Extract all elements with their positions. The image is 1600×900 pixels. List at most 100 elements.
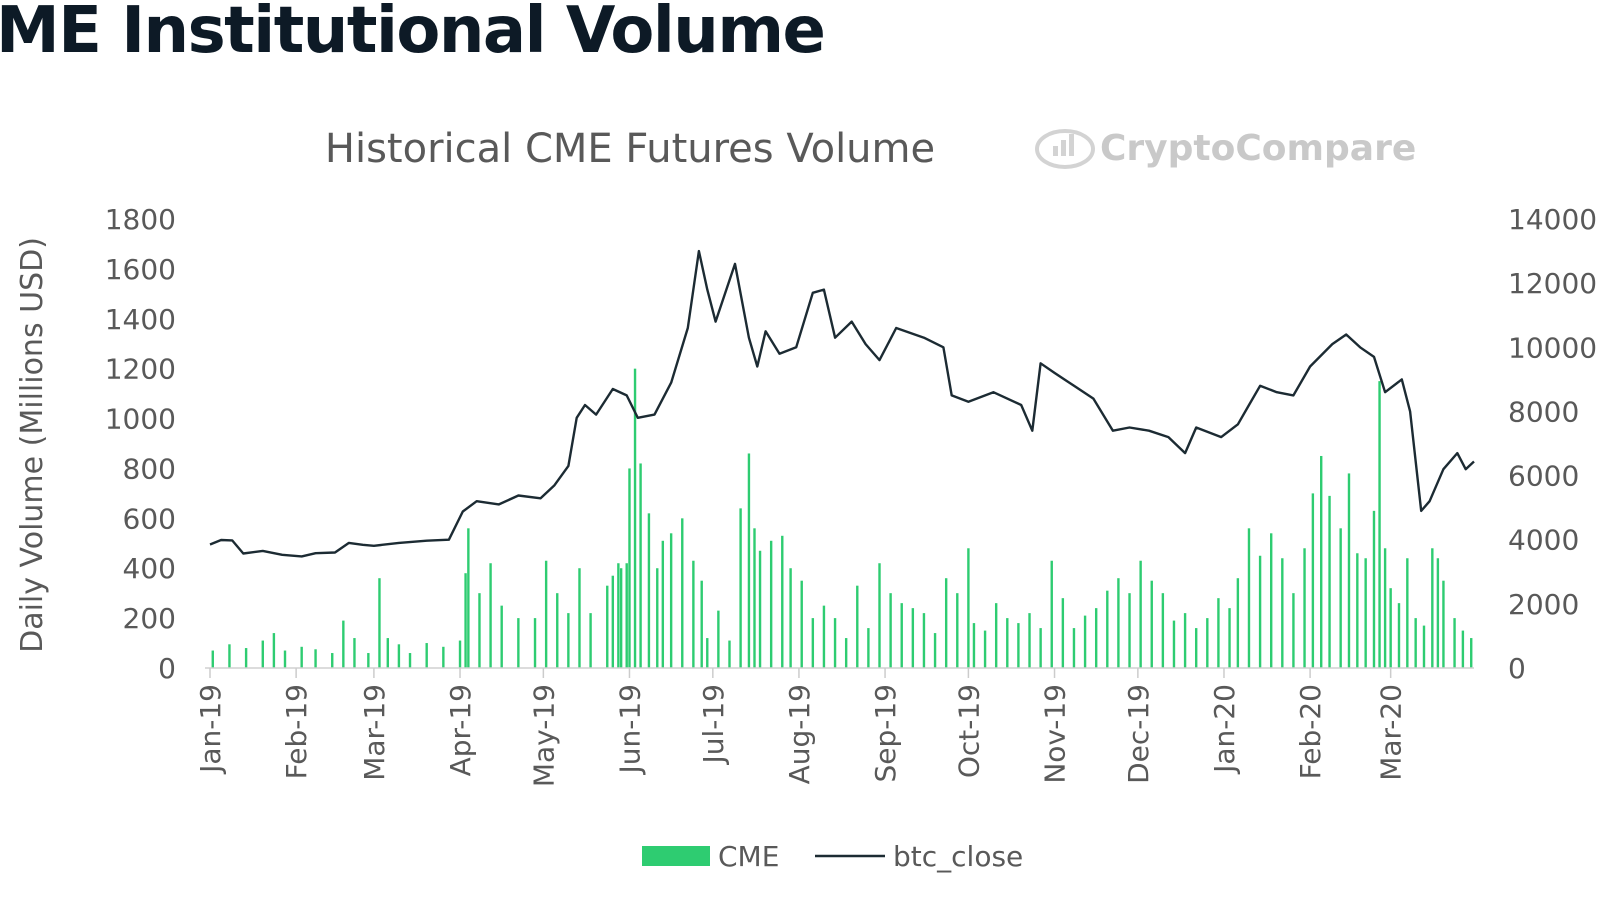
cme-bar [1117, 578, 1120, 668]
cme-bar [811, 618, 815, 668]
cme-bar [1072, 628, 1076, 668]
cme-bar [706, 638, 709, 668]
y-tick-label: 1200 [105, 353, 176, 386]
cryptocompare-watermark: CryptoCompare [1035, 128, 1416, 169]
y-tick-label: 1400 [105, 303, 176, 336]
cme-bar [1378, 381, 1381, 668]
cme-bar [1436, 558, 1440, 668]
y-tick-label: 200 [123, 602, 176, 635]
cme-bar [1406, 558, 1409, 668]
x-tick-label: Nov-19 [1039, 684, 1072, 784]
y2-tick-label: 8000 [1508, 395, 1579, 428]
cme-bar [578, 568, 581, 668]
cme-bar [283, 650, 287, 668]
x-tick-label: Mar-19 [358, 684, 391, 781]
cme-bar [1139, 560, 1142, 668]
cme-bar [1017, 623, 1020, 668]
cme-bar [611, 575, 615, 668]
cme-bar [1356, 553, 1359, 668]
cme-bar [1150, 580, 1153, 668]
y-tick-label: 600 [123, 502, 176, 535]
cme-bar [342, 620, 345, 668]
cme-bar [994, 603, 998, 668]
cme-bar [1383, 548, 1387, 668]
cme-bar [747, 453, 751, 668]
cme-bar [933, 633, 937, 668]
cme-bar [800, 580, 803, 668]
cme-bar [1422, 625, 1426, 668]
cme-bar [789, 568, 792, 668]
chart-title: Historical CME Futures Volume [325, 126, 935, 172]
cme-bar [728, 640, 731, 668]
cme-bar [1050, 560, 1053, 668]
legend-label-cme: CME [718, 840, 779, 873]
y2-tick-label: 4000 [1508, 524, 1579, 557]
cme-bar [458, 640, 462, 668]
cme-bar [1389, 588, 1392, 668]
cme-bar [1161, 593, 1165, 668]
cme-bars [211, 368, 1473, 668]
cme-bar [889, 593, 892, 668]
cme-bar [1217, 598, 1220, 668]
cme-bar [1364, 558, 1367, 668]
cme-bar [1258, 555, 1262, 668]
cme-bar [1320, 455, 1323, 668]
y2-tick-label: 10000 [1508, 331, 1597, 364]
y2-tick-label: 2000 [1508, 588, 1579, 621]
cme-bar [353, 638, 356, 668]
cme-bar [544, 560, 548, 668]
cme-bar [397, 644, 401, 668]
y-tick-label: 800 [123, 452, 176, 485]
cme-bar [1414, 618, 1417, 668]
cme-bar [1236, 578, 1240, 668]
cme-bar [617, 563, 620, 668]
legend-swatch-cme [642, 846, 710, 866]
cme-bar [844, 638, 848, 668]
cme-bar [1039, 628, 1042, 668]
cme-bar [1292, 593, 1295, 668]
cme-bar [1431, 548, 1434, 668]
cme-bar [681, 518, 684, 668]
cme-bar [556, 593, 559, 668]
cme-bar [386, 638, 389, 668]
y-tick-label: 400 [123, 552, 176, 585]
x-tick-label: Feb-19 [280, 684, 313, 779]
cme-bar [1442, 580, 1445, 668]
cme-bar [500, 605, 503, 668]
cme-bar [1247, 528, 1251, 668]
watermark-text: CryptoCompare [1100, 128, 1416, 169]
cme-bar [464, 573, 467, 668]
y-tick-label: 1000 [105, 403, 176, 436]
cme-bar [1461, 630, 1465, 668]
cme-bar [378, 578, 381, 668]
cme-bar [1453, 618, 1456, 668]
cme-bar [628, 468, 631, 668]
cme-bar [833, 618, 837, 668]
cme-bar [300, 646, 303, 668]
x-tick-label: Sep-19 [869, 684, 902, 783]
cme-bar [822, 605, 826, 668]
cme-bar [633, 368, 637, 668]
y-tick-label: 0 [158, 652, 176, 685]
y2-tick-label: 12000 [1508, 267, 1597, 300]
cme-bar [533, 618, 537, 668]
cme-bar [944, 578, 948, 668]
cme-bar [467, 528, 470, 668]
cme-bar [442, 646, 445, 668]
cme-bar [425, 643, 428, 668]
cme-bar [606, 585, 609, 668]
y2-tick-label: 0 [1508, 652, 1526, 685]
cme-bar [1303, 548, 1306, 668]
x-tick-label: Aug-19 [783, 684, 816, 784]
cme-bar [1397, 603, 1401, 668]
cme-bar [272, 633, 276, 668]
x-tick-label: Feb-20 [1294, 684, 1327, 779]
x-axis-ticks: Jan-19 Feb-19 Mar-19 Apr-19 May-19 Jun-19 Jul-… [194, 668, 1408, 787]
cme-bar [739, 508, 742, 668]
cme-bar [1106, 590, 1109, 668]
legend: CME btc_close [642, 840, 1023, 873]
cme-bar [478, 593, 481, 668]
cme-bar [781, 535, 784, 668]
cme-bar [972, 623, 976, 668]
